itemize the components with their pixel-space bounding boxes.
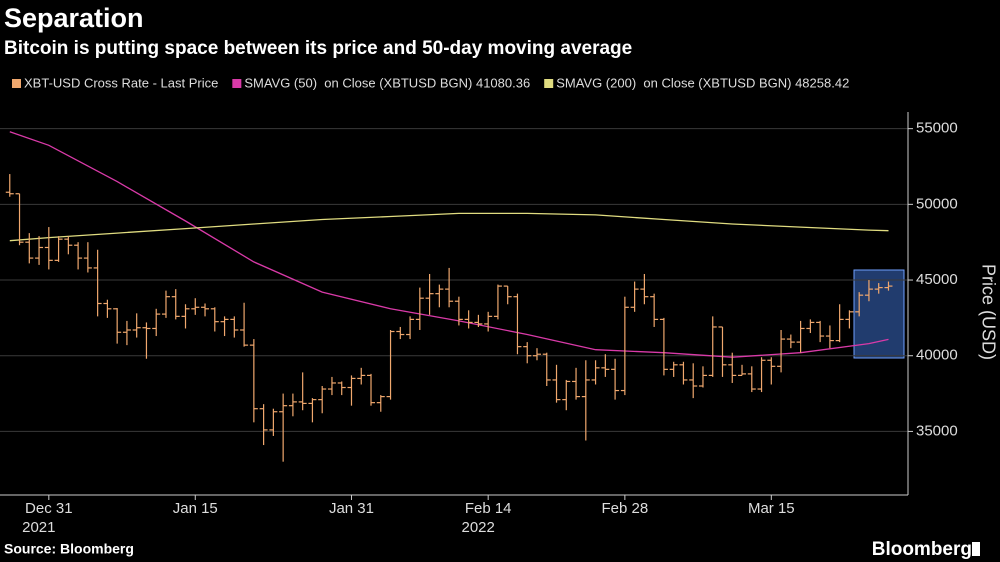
y-tick-label: 45000 (916, 271, 958, 288)
x-tick-label: Mar 15 (748, 500, 795, 517)
chart-subtitle: Bitcoin is putting space between its pri… (4, 38, 632, 59)
legend-swatch (544, 79, 554, 88)
logo: Bloomberg (872, 539, 972, 560)
logo-mark (972, 542, 980, 556)
sma-line (9, 131, 889, 358)
legend-label: XBT-USD Cross Rate - Last Price (24, 75, 218, 90)
legend-label: SMAVG (50) on Close (XBTUSD BGN) 41080.3… (244, 75, 530, 90)
legend-label: SMAVG (200) on Close (XBTUSD BGN) 48258.… (556, 75, 849, 90)
x-year-label: 2021 (22, 519, 55, 536)
source: Source: Bloomberg (4, 541, 134, 557)
x-year-label: 2022 (461, 519, 494, 536)
y-axis-title: Price (USD) (978, 264, 998, 360)
legend-swatch (12, 79, 21, 88)
x-tick-label: Jan 31 (329, 500, 374, 517)
x-tick-label: Feb 28 (602, 500, 649, 517)
x-tick-label: Dec 31 (25, 500, 73, 517)
x-tick-label: Jan 15 (173, 500, 218, 517)
y-tick-label: 35000 (916, 422, 958, 439)
x-tick-label: Feb 14 (465, 500, 512, 517)
sma-line (9, 212, 889, 242)
legend-swatch (232, 79, 242, 88)
y-tick-label: 55000 (916, 120, 958, 137)
y-tick-label: 40000 (916, 347, 958, 364)
chart-title: Separation (4, 3, 144, 33)
y-tick-label: 50000 (916, 195, 958, 212)
